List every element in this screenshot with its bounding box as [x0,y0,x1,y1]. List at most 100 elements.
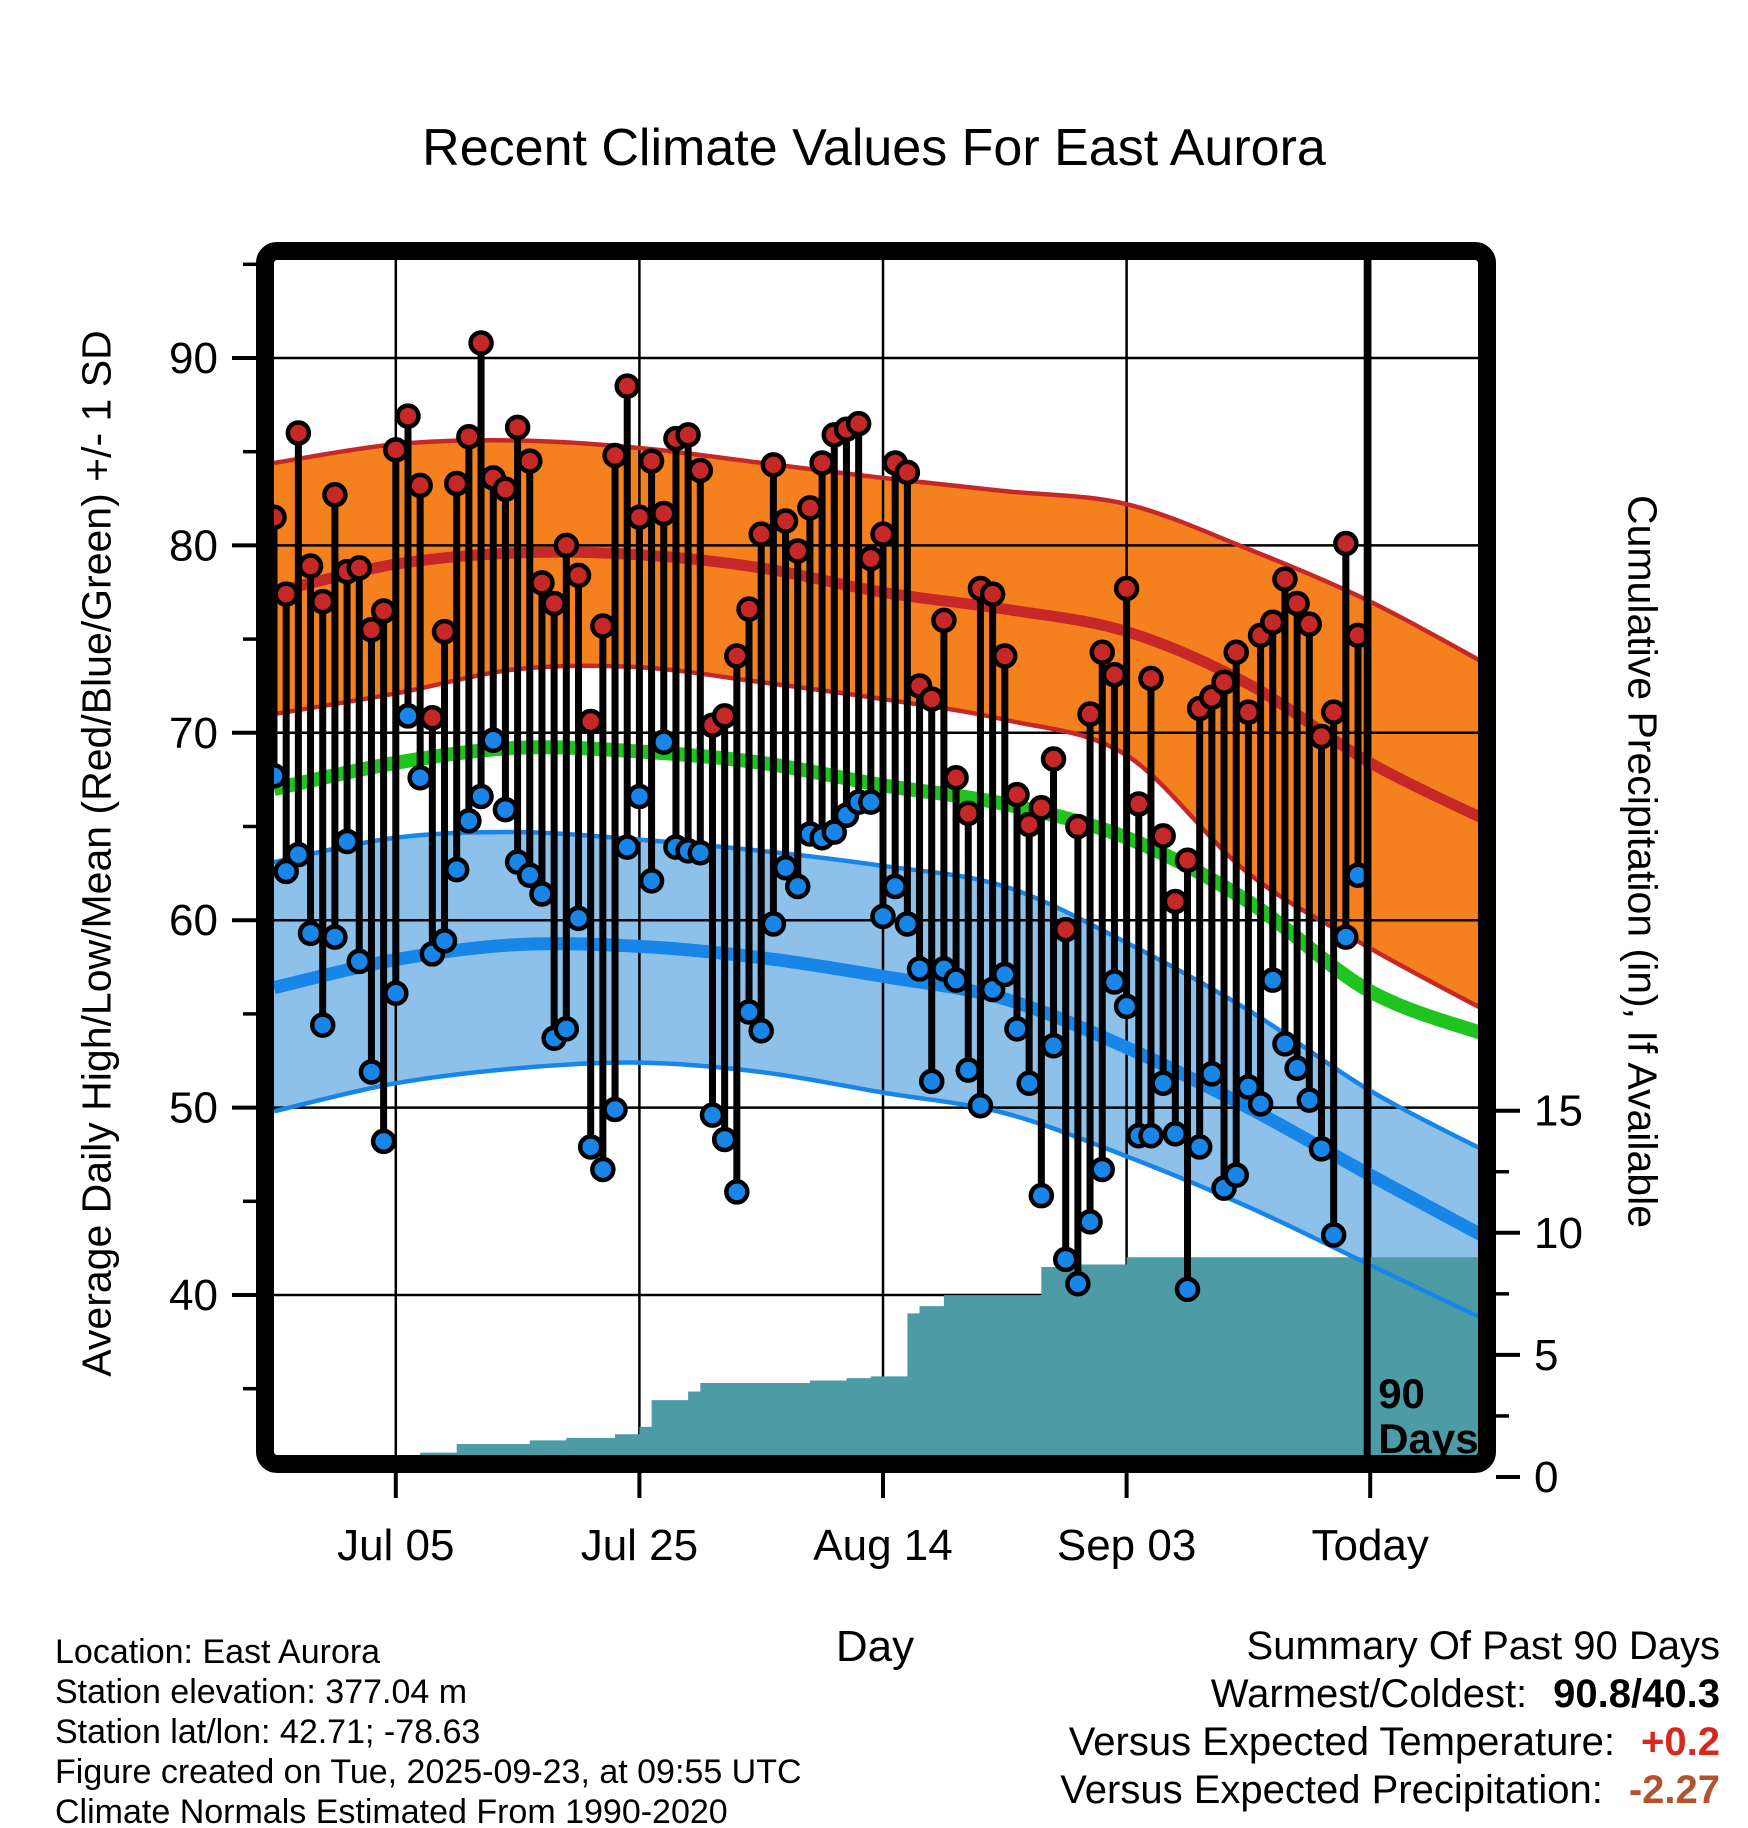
daily-high-dot [1162,888,1189,915]
daily-low-dot [992,961,1018,988]
cumulative-precip-area [359,1257,1480,1456]
daily-high-dot [1016,811,1042,838]
daily-low-dot [1235,1074,1262,1100]
daily-high-dot [346,555,373,581]
daily-high-dot [407,472,433,499]
summary-row-vs-temperature: Versus Expected Temperature: +0.2 [1060,1718,1720,1766]
daily-low-dot [577,1134,604,1160]
warmest-coldest-label: Warmest/Coldest: [1210,1672,1528,1716]
daily-low-dot [334,828,360,855]
station-latlon: Station lat/lon: 42.71; -78.63 [55,1713,481,1751]
daily-high-dot [1052,916,1079,943]
daily-low-dot [322,924,348,950]
daily-low-dot [724,1179,750,1205]
daily-high-dot [1040,746,1067,772]
daily-low-dot [1065,1271,1091,1297]
daily-high-dot [711,703,738,729]
daily-low-dot [1016,1070,1042,1096]
ninety-days-label: Days [1378,1415,1478,1462]
station-location: Location: East Aurora [55,1633,381,1671]
daily-low-dot [358,1059,385,1085]
daily-high-dot [468,330,494,356]
daily-low-dot [274,858,299,885]
vs-precipitation-value: -2.27 [1628,1768,1720,1812]
daily-high-dot [918,686,945,712]
daily-low-dot [1004,1016,1030,1042]
summary-heading: Summary Of Past 90 Days [1246,1624,1720,1668]
daily-low-dot [602,1096,628,1123]
ninety-days-label: 90 [1378,1370,1425,1417]
daily-high-dot [1223,639,1249,665]
daily-low-dot [1284,1055,1310,1081]
daily-high-dot [1089,639,1115,665]
daily-low-dot [1162,1121,1189,1147]
vs-temperature-value: +0.2 [1641,1720,1720,1764]
daily-high-dot [274,581,299,607]
daily-high-dot [1320,699,1347,725]
daily-high-dot [760,452,787,478]
daily-low-dot [626,783,653,810]
daily-low-dot [431,928,458,954]
daily-dots [274,330,1371,1303]
x-axis-label: Day [835,1622,915,1671]
daily-low-dot [748,1018,774,1044]
daily-low-dot [1052,1246,1079,1273]
vs-precipitation-label: Versus Expected Precipitation: [1060,1768,1603,1812]
daily-high-dot [1211,669,1237,695]
daily-low-dot [1199,1061,1225,1087]
daily-high-dot [894,459,921,486]
daily-high-dot [383,437,409,463]
daily-low-dot [456,808,482,834]
summary-row-vs-precipitation: Versus Expected Precipitation: -2.27 [1060,1766,1720,1814]
daily-low-dot [858,789,884,815]
daily-high-dot [322,482,348,508]
daily-low-dot [274,763,287,789]
warmest-coldest-value: 90.8/40.3 [1553,1672,1720,1716]
daily-high-dot [1028,795,1055,821]
daily-low-dot [784,873,811,900]
daily-high-dot [809,450,835,476]
daily-low-dot [590,1156,616,1183]
daily-low-dot [1089,1156,1115,1183]
daily-high-dot [870,521,896,547]
y-left-tick-label: 80 [169,521,218,570]
y-left-tick-label: 60 [169,896,218,945]
daily-high-dot [1272,566,1298,592]
daily-low-dot [492,796,519,823]
daily-low-dot [821,819,848,845]
daily-low-dot [1260,967,1286,993]
daily-low-dot [1320,1222,1347,1248]
daily-low-dot [370,1128,397,1155]
daily-high-dot [1260,609,1286,635]
daily-high-dot [931,607,957,634]
daily-low-dot [651,729,677,755]
station-info-block: Location: East Aurora Station elevation:… [55,1632,802,1828]
daily-high-dot [504,414,531,441]
daily-low-dot [711,1126,738,1153]
daily-low-dot [967,1092,994,1119]
daily-low-dot [614,834,640,860]
daily-high-dot [992,643,1018,669]
daily-high-dot [309,588,336,615]
daily-low-dot [699,1102,726,1128]
daily-low-dot [870,903,896,930]
daily-high-dot [1077,701,1103,727]
daily-low-dot [1174,1276,1201,1303]
daily-high-dot [602,442,628,469]
daily-high-dot [943,765,969,791]
daily-low-dot [1113,993,1140,1020]
daily-high-dot [1101,661,1128,688]
daily-low-dot [1186,1134,1213,1160]
daily-low-dot [772,854,799,881]
daily-low-dot [736,999,762,1025]
y-right-tick-label: 10 [1534,1209,1583,1258]
x-tick-label: Sep 03 [1057,1521,1196,1570]
daily-low-dot [1138,1122,1164,1149]
y-left-tick-label: 50 [169,1084,218,1133]
daily-high-dot [687,457,714,484]
daily-low-dot [1040,1033,1067,1059]
daily-low-dot [395,703,421,729]
daily-high-dot [565,562,592,589]
figure-created: Figure created on Tue, 2025-09-23, at 09… [55,1753,802,1791]
